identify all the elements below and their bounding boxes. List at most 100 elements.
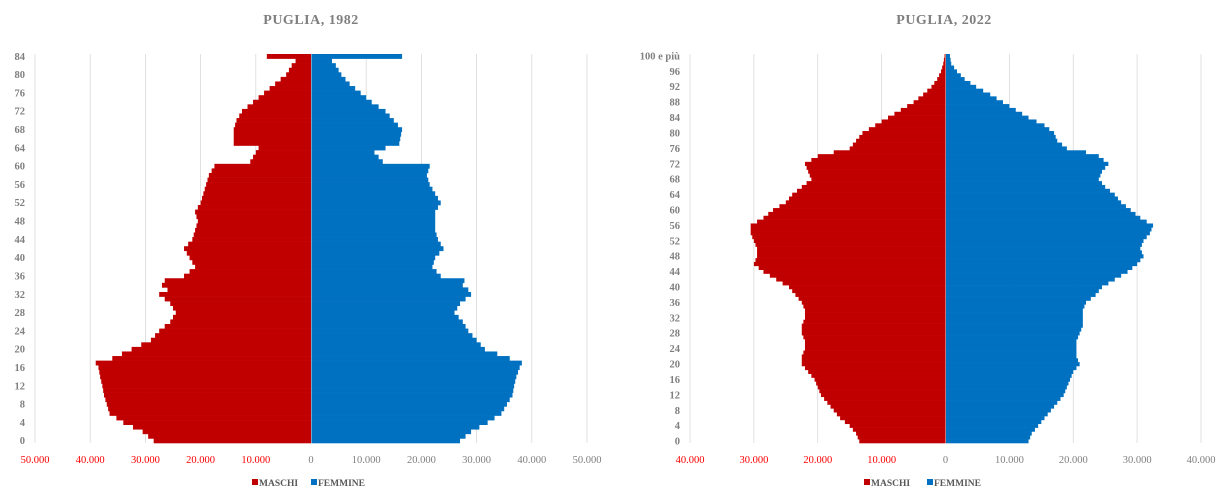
bar-femmine (946, 327, 1082, 332)
x-tick-label: 40.000 (1187, 455, 1216, 466)
bar-femmine (946, 177, 1099, 182)
bar-femmine (946, 269, 1128, 274)
bar-maschi (188, 241, 311, 247)
bar-maschi (820, 392, 946, 398)
bar-maschi (99, 369, 311, 375)
bar-maschi (112, 356, 311, 361)
bar-femmine (946, 157, 1104, 163)
legend-2022: MASCHI FEMMINE (864, 479, 981, 489)
x-tick-label: 10.000 (867, 455, 896, 466)
bar-maschi (888, 115, 946, 120)
bar-maschi (927, 88, 946, 93)
bar-maschi (155, 333, 311, 339)
bar-femmine (311, 296, 466, 302)
bar-maschi (763, 215, 946, 220)
bar-femmine (311, 159, 383, 165)
legend-swatch-maschi (864, 479, 870, 485)
bars-2022 (750, 54, 1154, 444)
bar-femmine (311, 122, 398, 128)
pyramid-chart-1982: PUGLIA, 1982 048121620242832364044485256… (15, 13, 602, 489)
bar-maschi (768, 211, 946, 217)
bar-maschi (123, 420, 311, 425)
y-tick-label: 80 (15, 70, 26, 81)
bar-maschi (907, 104, 946, 109)
bar-femmine (311, 113, 390, 119)
bar-maschi (804, 346, 946, 351)
bar-maschi (295, 58, 311, 64)
bar-femmine (311, 310, 455, 316)
bar-femmine (946, 131, 1055, 136)
y-tick-label: 88 (670, 98, 681, 109)
bar-maschi (808, 369, 946, 374)
bar-maschi (184, 246, 311, 252)
bar-femmine (311, 406, 505, 412)
bar-femmine (946, 427, 1035, 432)
bar-femmine (946, 381, 1069, 386)
bar-femmine (946, 273, 1122, 278)
bar-femmine (946, 196, 1118, 201)
y-tick-label: 52 (670, 236, 681, 247)
x-tick-label: 20.000 (803, 455, 832, 466)
bar-femmine (311, 319, 463, 325)
bar-femmine (946, 377, 1071, 382)
y-tick-label: 96 (670, 67, 681, 78)
bar-maschi (798, 296, 946, 301)
x-tick-label: 0 (308, 455, 313, 466)
bar-femmine (311, 223, 436, 229)
bar-maschi (189, 255, 311, 261)
bar-maschi (214, 163, 311, 169)
y-tick-label: 48 (15, 217, 26, 228)
bar-femmine (946, 258, 1141, 263)
bar-femmine (946, 265, 1133, 270)
bar-maschi (934, 80, 946, 86)
bar-maschi (801, 300, 946, 305)
bar-maschi (100, 374, 311, 380)
x-tick-label: 40.000 (517, 455, 546, 466)
bar-maschi (804, 161, 946, 166)
bar-femmine (311, 72, 342, 78)
bar-femmine (311, 67, 339, 73)
bar-femmine (311, 99, 372, 105)
bar-maschi (808, 169, 946, 174)
bar-maschi (795, 292, 946, 297)
bar-maschi (102, 383, 312, 389)
bar-femmine (311, 305, 458, 311)
bar-maschi (193, 232, 311, 238)
bar-maschi (811, 373, 946, 378)
bar-femmine (311, 424, 480, 430)
bar-maschi (796, 188, 946, 193)
bar-femmine (311, 269, 437, 274)
bar-maschi (789, 285, 946, 290)
bar-maschi (809, 173, 946, 178)
bar-maschi (804, 342, 946, 348)
bar-femmine (311, 420, 488, 425)
legend-1982: MASCHI FEMMINE (252, 479, 365, 489)
bar-femmine (311, 397, 510, 403)
bar-maschi (121, 351, 311, 357)
x-tick-label: 30.000 (739, 455, 768, 466)
bar-femmine (311, 136, 401, 142)
bar-maschi (804, 365, 946, 371)
bar-maschi (792, 288, 946, 294)
bar-femmine (311, 360, 522, 366)
y-tick-label: 40 (670, 283, 681, 294)
bar-maschi (159, 291, 311, 297)
bar-femmine (946, 304, 1085, 309)
y-tick-label: 76 (670, 144, 681, 155)
bar-femmine (946, 315, 1083, 321)
bar-femmine (946, 404, 1055, 409)
bar-femmine (946, 439, 1029, 444)
bar-femmine (946, 331, 1080, 336)
bar-femmine (946, 96, 997, 101)
bar-femmine (311, 314, 459, 320)
bar-maschi (750, 227, 946, 232)
y-tick-label: 68 (15, 125, 26, 136)
bar-maschi (900, 107, 946, 113)
bar-femmine (946, 215, 1141, 220)
bar-femmine (946, 373, 1072, 378)
bar-femmine (311, 154, 379, 160)
bar-femmine (311, 246, 444, 252)
bar-femmine (311, 282, 463, 288)
y-tick-label: 44 (670, 267, 681, 278)
y-tick-label: 52 (15, 198, 26, 209)
